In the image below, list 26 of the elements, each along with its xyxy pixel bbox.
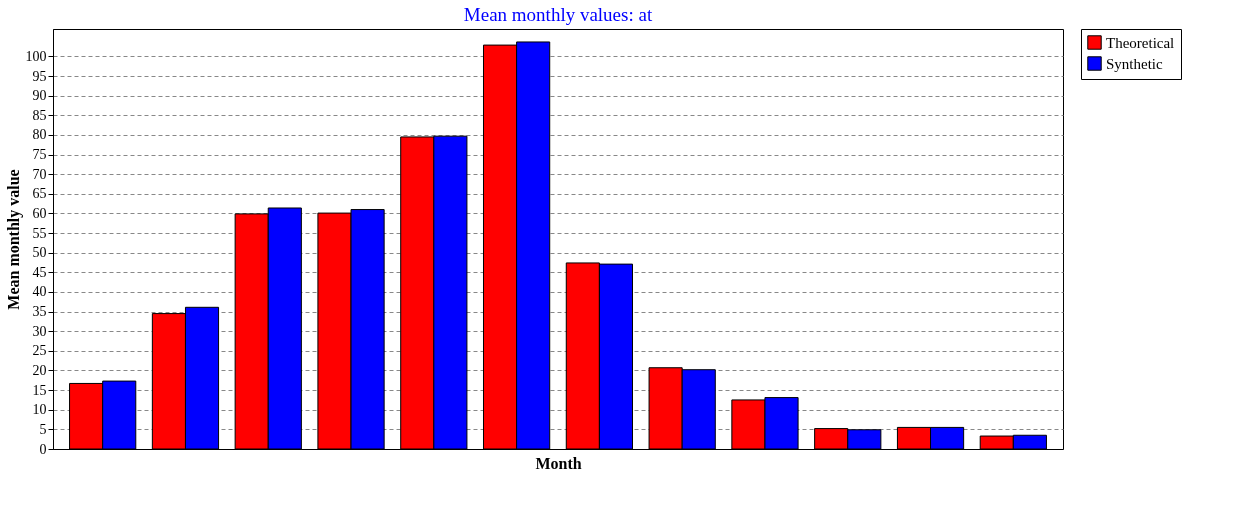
y-tick-label: 10 (32, 402, 47, 418)
y-tick-label: 70 (32, 166, 47, 182)
legend-label: Synthetic (1106, 55, 1163, 72)
y-axis-title: Mean monthly value (4, 169, 23, 310)
y-tick-label: 100 (25, 48, 47, 64)
y-tick-label: 35 (32, 304, 47, 320)
y-tick-label: 50 (32, 245, 47, 261)
y-tick-label: 60 (32, 205, 47, 221)
y-tick-label: 15 (32, 382, 47, 398)
y-tick-label: 55 (32, 225, 47, 241)
y-tick-label: 40 (32, 284, 47, 300)
y-tick-label: 95 (32, 68, 47, 84)
x-axis-title: Month (535, 454, 582, 472)
y-tick-label: 80 (32, 127, 47, 143)
y-tick-label: 20 (32, 363, 47, 378)
y-tick-label: 65 (32, 186, 47, 202)
y-tick-label: 45 (32, 264, 47, 280)
y-tick-label: 30 (32, 323, 47, 339)
chart-title: Mean monthly values: at (463, 3, 653, 25)
y-tick-label: 5 (39, 421, 47, 437)
y-tick-label: 0 (39, 441, 47, 457)
y-tick-label: 75 (32, 147, 47, 163)
y-tick-label: 90 (32, 88, 47, 104)
y-tick-label: 25 (32, 343, 47, 359)
y-tick-label: 85 (32, 107, 47, 123)
legend-label: Theoretical (1106, 34, 1175, 51)
